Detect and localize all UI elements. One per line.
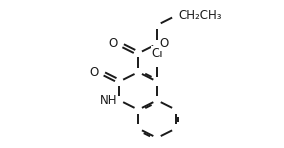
Text: O: O [108, 37, 117, 50]
Text: NH: NH [100, 94, 117, 107]
Text: CH₂CH₃: CH₂CH₃ [178, 9, 222, 22]
Text: Cl: Cl [151, 47, 163, 60]
Text: O: O [159, 37, 168, 50]
Text: O: O [89, 66, 98, 79]
